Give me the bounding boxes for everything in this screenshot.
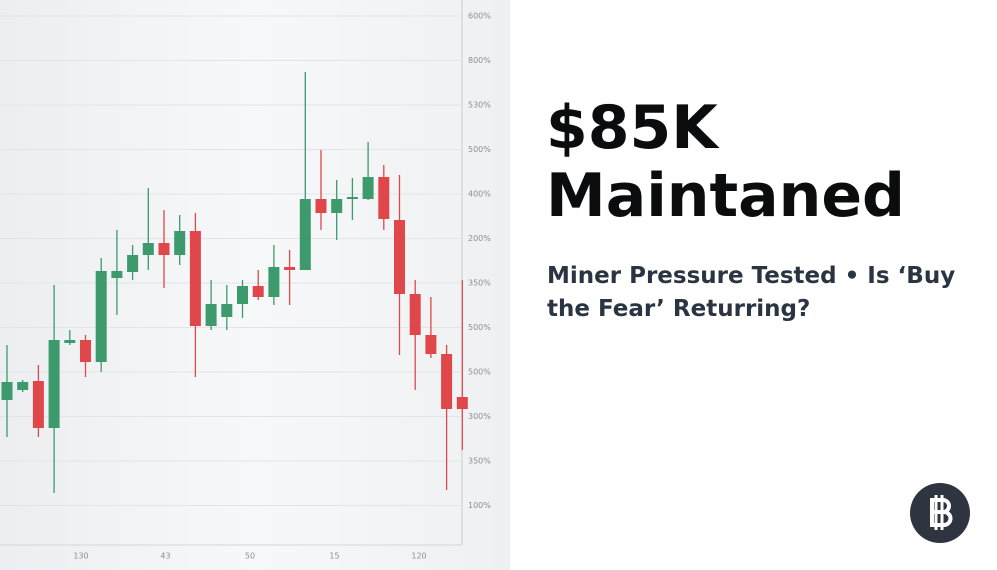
- candle-body: [425, 335, 437, 354]
- headline-subtitle: the Fear’ Returring?: [547, 296, 810, 322]
- x-tick-label: 15: [329, 552, 339, 561]
- candle-body: [441, 354, 453, 409]
- y-tick-label: 600%: [468, 12, 491, 21]
- y-tick-label: 500%: [468, 145, 491, 154]
- candle-body: [127, 255, 139, 272]
- chart-panel: [0, 0, 510, 570]
- candle-body: [299, 199, 311, 270]
- y-tick-label: 350%: [468, 457, 491, 466]
- candle-body: [315, 199, 327, 213]
- candle-body: [362, 177, 374, 199]
- candle-body: [331, 199, 343, 213]
- x-tick-label: 130: [73, 552, 88, 561]
- chart: 600% 800% 530% 500% 400% 200% 350% 500% 500% 300%…: [0, 12, 491, 561]
- candle-body: [32, 381, 44, 428]
- candle-body: [456, 397, 468, 409]
- x-tick-label: 43: [160, 552, 170, 561]
- y-tick-label: 200%: [468, 234, 491, 243]
- candle-body: [17, 382, 29, 390]
- candle-body: [237, 286, 248, 304]
- y-tick-label: 350%: [468, 279, 491, 288]
- y-tick-label: 400%: [468, 190, 491, 199]
- candle-body: [80, 340, 91, 362]
- candle-body: [378, 177, 390, 219]
- candle-body: [174, 231, 186, 255]
- candle-body: [409, 294, 421, 335]
- candle-body: [252, 286, 264, 297]
- candle-body: [1, 382, 13, 400]
- headline-title: $85K: [546, 93, 720, 163]
- x-tick-label: 120: [411, 552, 426, 561]
- y-tick-label: 300%: [468, 412, 491, 421]
- headline-title: Maintaned: [546, 161, 905, 231]
- y-tick-label: 500%: [468, 368, 491, 377]
- bitcoin-badge: [910, 483, 970, 543]
- candle-body: [394, 220, 405, 294]
- candle-body: [189, 231, 201, 326]
- y-tick-label: 500%: [468, 323, 491, 332]
- candle-body: [111, 271, 123, 278]
- candle-body: [346, 197, 358, 199]
- candle-body: [205, 304, 217, 326]
- candle-body: [284, 267, 296, 270]
- x-tick-label: 50: [245, 552, 255, 561]
- candle-body: [221, 304, 233, 317]
- y-tick-label: 800%: [468, 56, 491, 65]
- candle-body: [95, 271, 107, 362]
- y-tick-label: 530%: [468, 101, 491, 110]
- headline-subtitle: Miner Pressure Tested • Is ‘Buy: [547, 263, 955, 289]
- candle-body: [64, 340, 76, 343]
- candle-body: [268, 267, 280, 297]
- y-tick-label: 100%: [468, 501, 491, 510]
- candle-body: [158, 243, 170, 255]
- candle-body: [142, 243, 154, 255]
- candle-body: [48, 340, 60, 428]
